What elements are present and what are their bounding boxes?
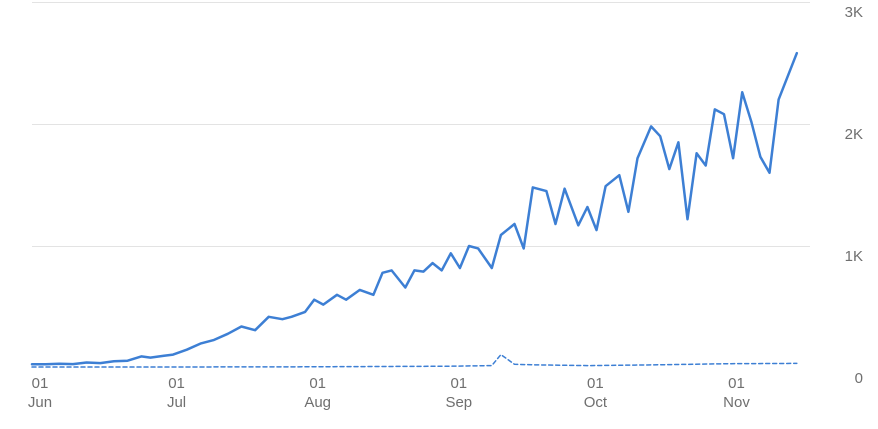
x-axis-tick-labels: 01 Jun 01 Jul 01 Aug 01 Sep 01 Oct 01 Nov (28, 375, 750, 411)
x-tick-month: Jun (28, 394, 52, 411)
x-tick-aug: 01 Aug (304, 375, 331, 411)
x-tick-day: 01 (587, 375, 604, 392)
x-tick-month: Aug (304, 394, 331, 411)
x-tick-day: 01 (309, 375, 326, 392)
x-tick-sep: 01 Sep (445, 375, 472, 411)
solid-series-line (30, 51, 799, 366)
gridlines (32, 2, 810, 247)
x-tick-day: 01 (32, 375, 49, 392)
x-tick-jul: 01 Jul (167, 375, 186, 411)
dashed-series-line (31, 353, 798, 368)
y-tick-label: 2K (845, 126, 863, 143)
x-tick-nov: 01 Nov (723, 375, 750, 411)
x-tick-month: Nov (723, 394, 750, 411)
x-tick-day: 01 (450, 375, 467, 392)
x-tick-day: 01 (168, 375, 185, 392)
x-tick-day: 01 (728, 375, 745, 392)
y-axis-tick-labels: 0 1K 2K 3K (845, 4, 863, 387)
x-tick-oct: 01 Oct (584, 375, 608, 411)
x-tick-month: Sep (445, 394, 472, 411)
x-tick-month: Oct (584, 394, 608, 411)
x-tick-jun: 01 Jun (28, 375, 52, 411)
y-tick-label: 0 (855, 370, 863, 387)
series-lines (30, 51, 799, 368)
x-tick-month: Jul (167, 394, 186, 411)
y-tick-label: 1K (845, 248, 863, 265)
y-tick-label: 3K (845, 4, 863, 21)
